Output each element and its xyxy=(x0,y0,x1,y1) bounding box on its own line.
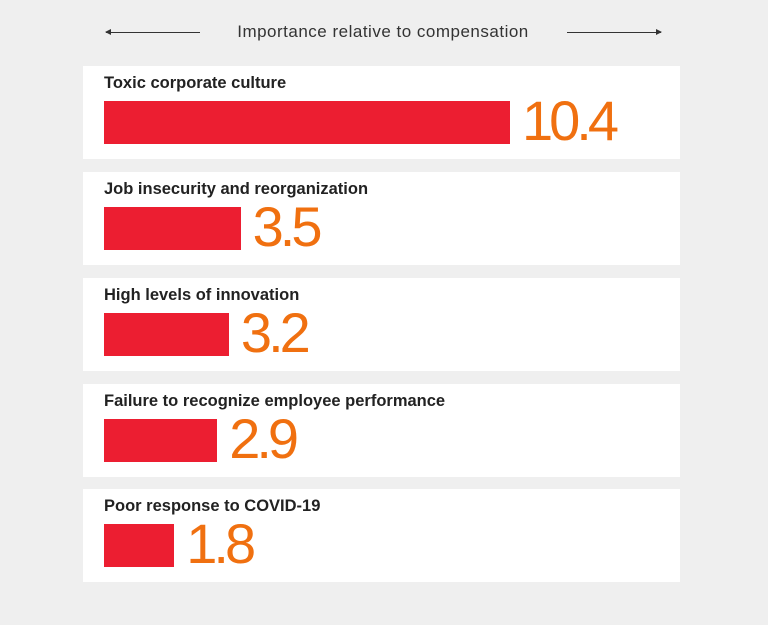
left-arrow-icon xyxy=(105,29,200,35)
bar-card: Job insecurity and reorganization 3.5 xyxy=(83,172,680,265)
bar xyxy=(104,207,241,250)
value-label: 3.5 xyxy=(252,195,323,258)
category-label: Toxic corporate culture xyxy=(104,74,287,92)
value-label: 2.9 xyxy=(229,407,299,470)
bar xyxy=(104,419,218,462)
bar xyxy=(104,101,510,144)
bar-card: Failure to recognize employee performanc… xyxy=(83,384,680,477)
bar xyxy=(104,313,229,356)
bar-card: High levels of innovation 3.2 xyxy=(83,278,680,371)
value-label: 1.8 xyxy=(186,512,256,575)
bar-card: Poor response to COVID-19 1.8 xyxy=(83,489,680,582)
category-label: Poor response to COVID-19 xyxy=(104,497,321,515)
category-label: Failure to recognize employee performanc… xyxy=(104,392,446,410)
chart-title: Importance relative to compensation xyxy=(237,22,529,41)
right-arrow-icon xyxy=(567,29,662,35)
bar xyxy=(104,524,175,567)
category-label: High levels of innovation xyxy=(104,286,300,304)
bar-card: Toxic corporate culture 10.4 xyxy=(83,66,680,159)
value-label: 10.4 xyxy=(522,89,619,152)
value-label: 3.2 xyxy=(240,301,311,364)
category-label: Job insecurity and reorganization xyxy=(104,180,369,198)
chart-header: Importance relative to compensation xyxy=(0,20,768,44)
